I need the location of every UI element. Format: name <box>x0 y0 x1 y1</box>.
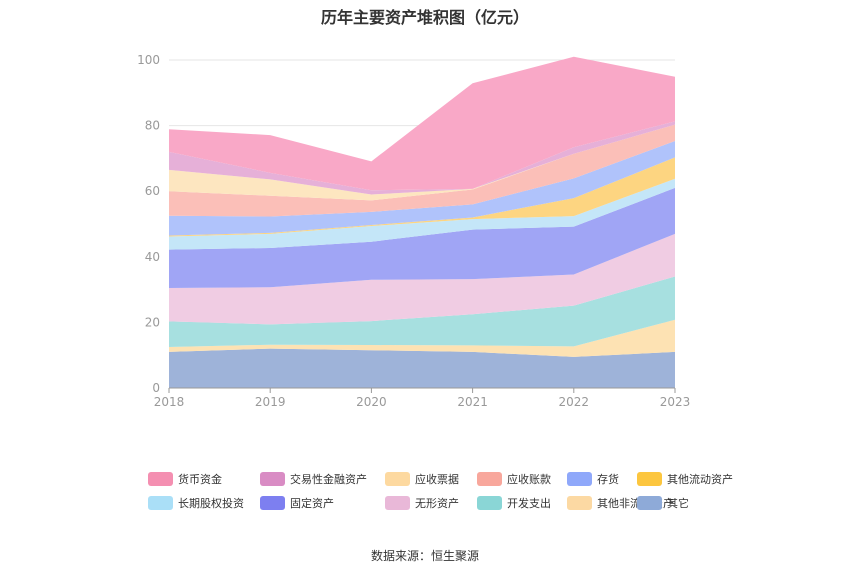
legend-swatch <box>637 472 662 486</box>
legend-swatch <box>477 472 502 486</box>
x-tick-label: 2020 <box>356 395 387 409</box>
legend-swatch <box>637 496 662 510</box>
stacked-area-chart: 0 20 40 60 80 100 2018 2019 2020 2021 2022 2023 <box>137 53 691 409</box>
legend-label: 长期股权投资 <box>178 497 244 510</box>
area-series-5 <box>169 178 675 250</box>
legend-swatch <box>385 496 410 510</box>
legend-label: 应收票据 <box>415 473 459 486</box>
legend-swatch <box>477 496 502 510</box>
legend-item[interactable]: 其它 <box>637 495 689 511</box>
data-source-note: 数据来源：恒生聚源 <box>370 549 479 563</box>
area-series-1 <box>169 319 675 357</box>
legend-item[interactable]: 无形资产 <box>385 495 459 511</box>
x-tick-label: 2022 <box>559 395 590 409</box>
legend-item[interactable]: 存货 <box>567 471 619 487</box>
legend-item[interactable]: 交易性金融资产 <box>260 471 367 487</box>
legend-item[interactable]: 其他流动资产 <box>637 471 733 487</box>
area-series-3 <box>169 233 675 325</box>
x-tick-label: 2021 <box>457 395 488 409</box>
legend-swatch <box>260 472 285 486</box>
x-tick-label: 2018 <box>154 395 185 409</box>
chart-title: 历年主要资产堆积图（亿元） <box>320 8 529 27</box>
y-tick-label: 80 <box>145 119 160 133</box>
legend-label: 开发支出 <box>507 497 551 510</box>
legend-swatch <box>567 496 592 510</box>
legend-swatch <box>260 496 285 510</box>
legend-label: 交易性金融资产 <box>290 473 367 486</box>
area-series-4 <box>169 187 675 288</box>
y-tick-label: 0 <box>152 381 160 395</box>
legend-swatch <box>385 472 410 486</box>
y-tick-label: 100 <box>137 53 160 67</box>
area-series-11 <box>169 56 675 191</box>
legend-label: 货币资金 <box>178 473 222 486</box>
x-tick-label: 2023 <box>660 395 691 409</box>
area-series-0 <box>169 348 675 388</box>
legend-label: 存货 <box>597 473 619 486</box>
area-series-7 <box>169 141 675 236</box>
area-series-9 <box>169 124 675 201</box>
legend-swatch <box>148 472 173 486</box>
legend-label: 其它 <box>667 497 689 510</box>
area-series-8 <box>169 124 675 217</box>
legend-item[interactable]: 固定资产 <box>260 495 334 511</box>
legend-item[interactable]: 应收票据 <box>385 471 459 487</box>
y-tick-label: 60 <box>145 184 160 198</box>
legend-swatch <box>148 496 173 510</box>
legend-label: 无形资产 <box>415 497 459 510</box>
legend-label: 应收账款 <box>507 473 551 486</box>
x-tick-label: 2019 <box>255 395 286 409</box>
legend-label: 其他流动资产 <box>667 473 733 486</box>
legend-item[interactable]: 货币资金 <box>148 471 222 487</box>
area-series-6 <box>169 157 675 237</box>
legend-swatch <box>567 472 592 486</box>
area-series-2 <box>169 276 675 347</box>
legend-label: 固定资产 <box>290 497 334 510</box>
legend-item[interactable]: 应收账款 <box>477 471 551 487</box>
legend-item[interactable]: 长期股权投资 <box>148 495 244 511</box>
y-tick-label: 20 <box>145 315 160 329</box>
y-tick-label: 40 <box>145 250 160 264</box>
legend-item[interactable]: 开发支出 <box>477 495 551 511</box>
